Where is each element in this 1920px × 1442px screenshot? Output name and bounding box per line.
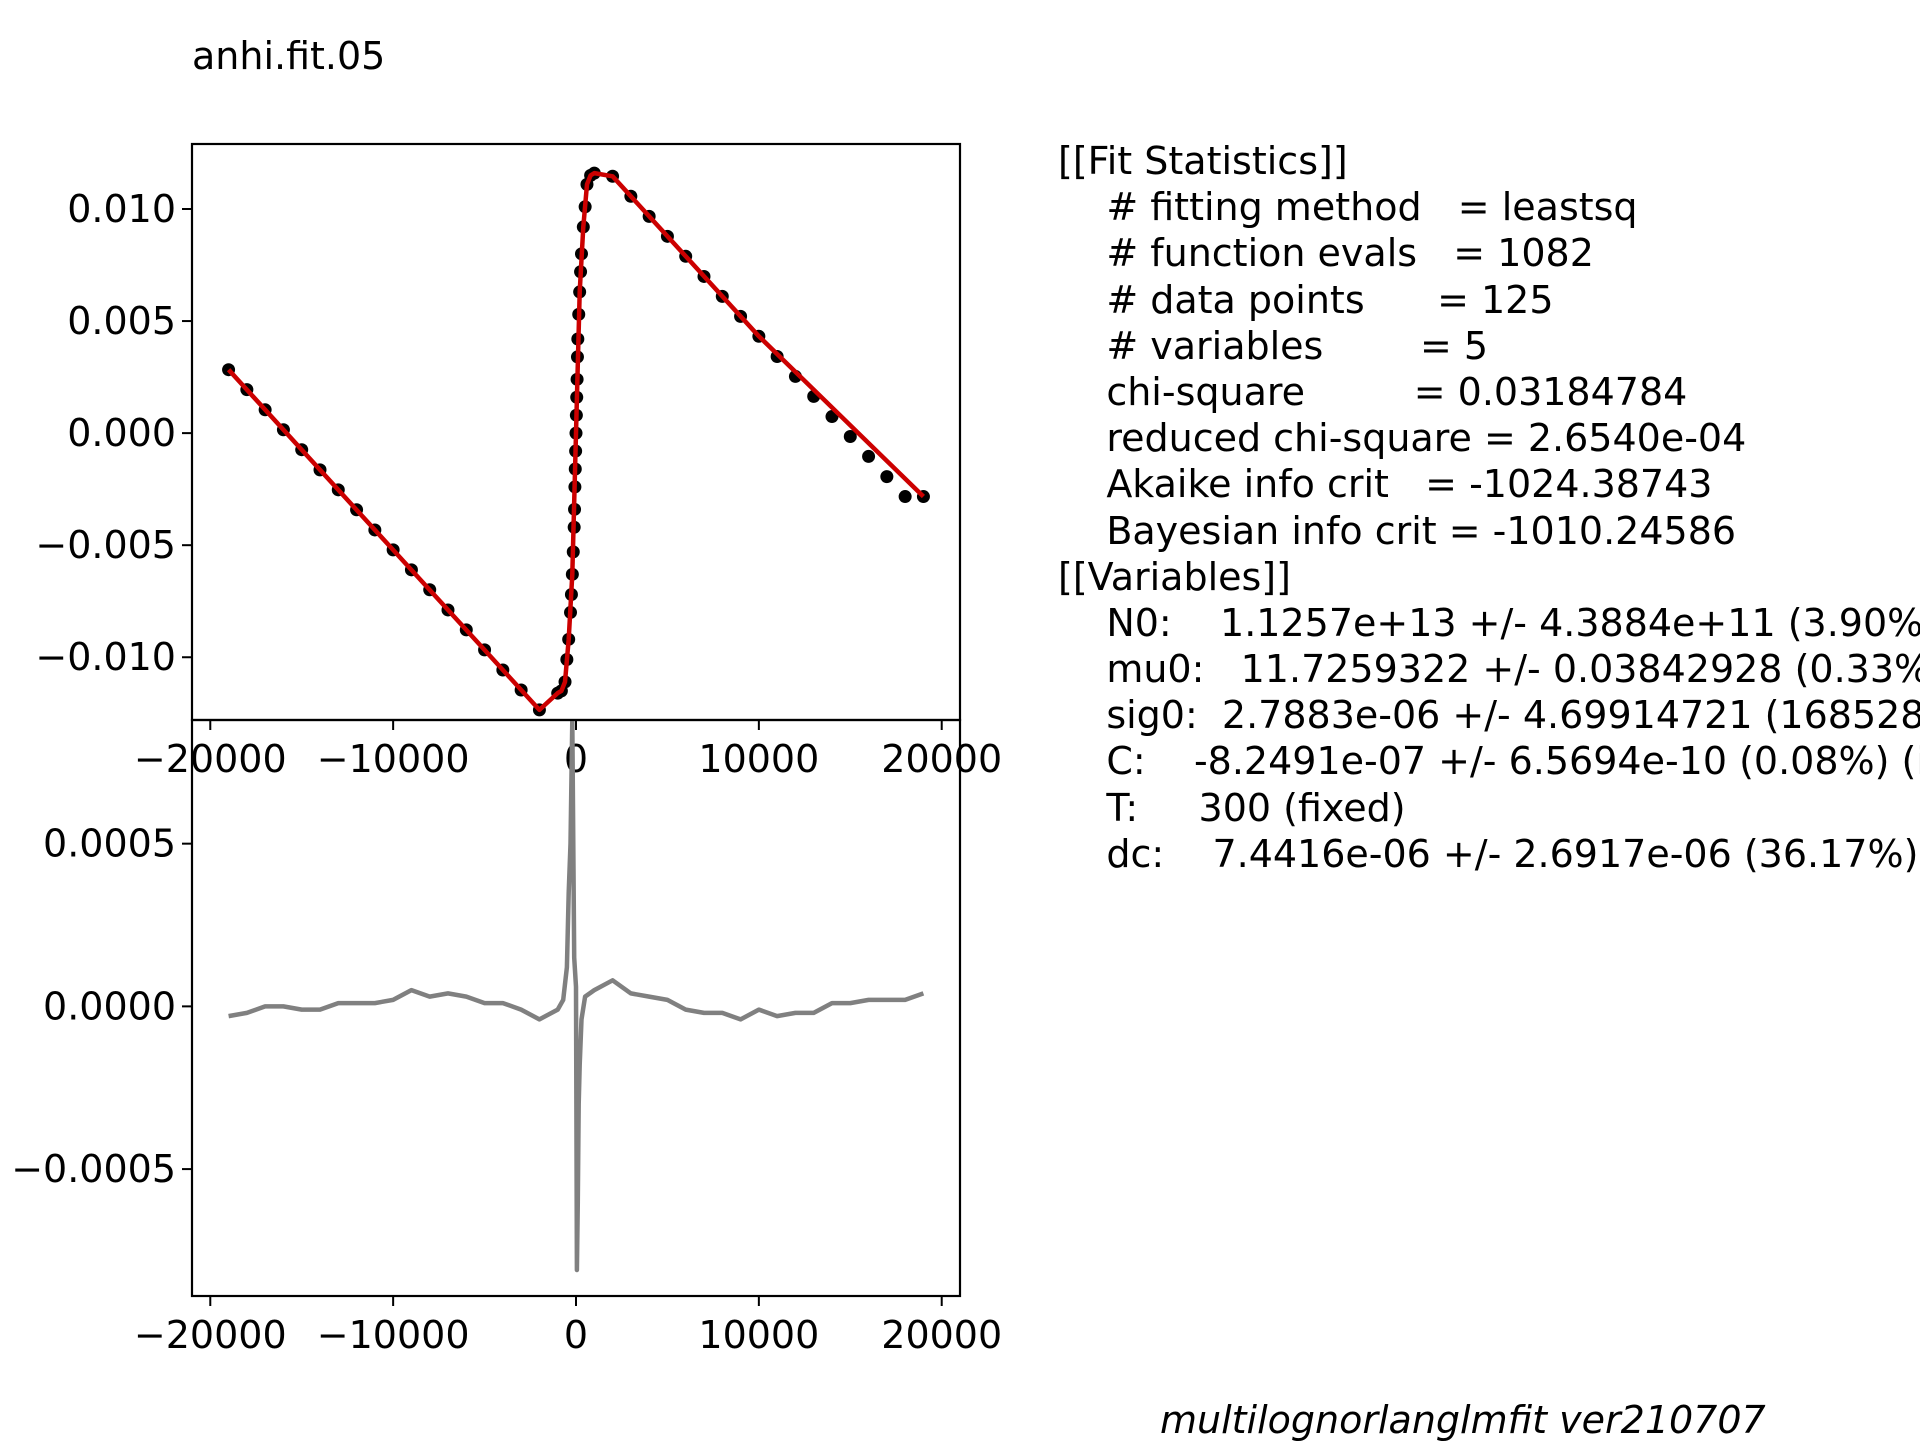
x-tick-label: 0 <box>564 1313 588 1357</box>
plot-area <box>228 720 925 1273</box>
top-panel: 0.010 0.005 0.000 −0.005 −0.010 −20000 −10000 0… <box>35 142 1002 781</box>
y-tick-label: 0.010 <box>67 187 176 231</box>
fit-report-line: C: -8.2491e-07 +/- 6.5694e-10 (0.08%) (i… <box>1106 739 1920 784</box>
x-tick-label: −20000 <box>134 737 287 781</box>
x-tick-label: 20000 <box>881 737 1002 781</box>
fit-report-line: [[Fit Statistics]] <box>1058 139 1348 183</box>
fit-report-line: # variables = 5 <box>1058 323 1489 368</box>
version-footer: multilognorlanglmfit ver210707 <box>1160 1398 1766 1442</box>
fit-report-line: Akaike info crit = -1024.38743 <box>1058 462 1713 507</box>
axes-frame <box>190 718 962 1298</box>
x-tick-label: −20000 <box>134 1313 287 1357</box>
fit-report-line: N0: 1.1257e+13 +/- 4.3884e+11 (3.90%) (i… <box>1106 600 1920 645</box>
fit-report-line: reduced chi-square = 2.6540e-04 <box>1058 416 1747 461</box>
fit-report: [[Fit Statistics]] # fitting method = le… <box>1058 138 1920 878</box>
x-tick-label: 10000 <box>698 1313 819 1357</box>
residual-panel: 0.0005 0.0000 −0.0005 −20000 −10000 0 10000 200… <box>11 718 1002 1357</box>
fit-report-line: mu0: 11.7259322 +/- 0.03842928 (0.33%) (… <box>1106 647 1920 692</box>
fit-report-line: dc: 7.4416e-06 +/- 2.6917e-06 (36.17%) (… <box>1106 831 1919 876</box>
fit-report-line: # fitting method = leastsq <box>1058 185 1638 230</box>
plot-area <box>222 166 930 717</box>
x-tick-label: 0 <box>564 737 588 781</box>
data-point <box>862 449 876 463</box>
fit-line <box>226 170 925 713</box>
x-tick-label: −10000 <box>317 1313 470 1357</box>
y-tick-label: 0.0000 <box>43 984 176 1028</box>
x-tick-label: 10000 <box>698 737 819 781</box>
x-tick-label: 20000 <box>881 1313 1002 1357</box>
y-tick-label: −0.0005 <box>11 1147 176 1191</box>
fit-report-line: chi-square = 0.03184784 <box>1058 369 1688 414</box>
data-point <box>843 429 857 443</box>
y-tick-label: 0.005 <box>67 299 176 343</box>
fit-report-line: # data points = 125 <box>1058 277 1554 322</box>
data-point <box>880 470 894 484</box>
fit-report-line: [[Variables]] <box>1058 554 1291 599</box>
chart-title: anhi.fit.05 <box>192 34 386 78</box>
residual-line <box>228 720 925 1273</box>
fit-report-line: Bayesian info crit = -1010.24586 <box>1058 508 1737 553</box>
y-tick-label: −0.005 <box>35 523 176 567</box>
fit-report-line: # function evals = 1082 <box>1058 231 1594 276</box>
data-point <box>898 490 912 504</box>
fit-report-line: T: 300 (fixed) <box>1058 785 1406 830</box>
y-tick-label: −0.010 <box>35 635 176 679</box>
fit-report-line: sig0: 2.7883e-06 +/- 4.69914721 (1685286… <box>1106 693 1920 738</box>
y-tick-label: 0.0005 <box>43 822 176 866</box>
y-tick-label: 0.000 <box>67 411 176 455</box>
x-tick-label: −10000 <box>317 737 470 781</box>
